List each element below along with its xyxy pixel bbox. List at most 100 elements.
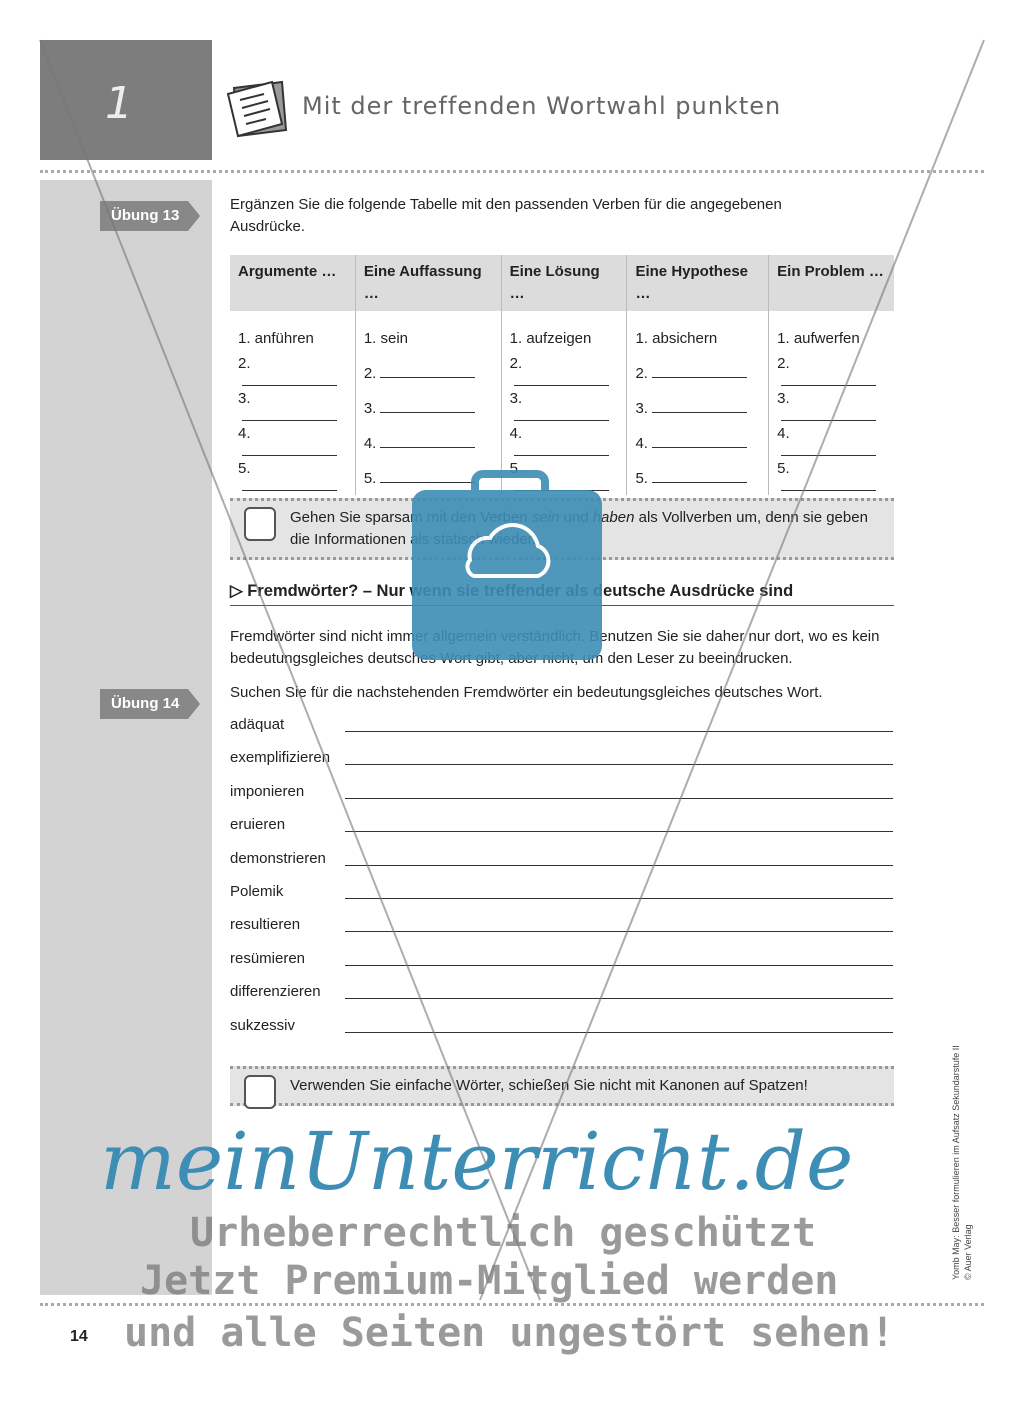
row-number: 2. [777,355,790,372]
page-title: Mit der treffenden Wortwahl punkten [302,92,782,120]
foreign-word: demonstrieren [230,849,326,867]
row-number: 4. [238,425,251,442]
answer-line[interactable] [242,372,337,386]
blank-cell[interactable]: 3. [769,390,894,425]
row-number: 2. [238,355,251,372]
page-number: 14 [70,1328,88,1345]
blank-cell[interactable]: 4. [230,425,356,460]
blank-cell[interactable]: 2. [230,355,356,390]
answer-line[interactable] [345,764,893,766]
answer-line[interactable] [781,442,877,456]
answer-line[interactable] [380,434,476,448]
table-cell: 1. absichern [626,311,770,355]
answer-line[interactable] [345,731,893,732]
thumbs-up-icon [244,1075,276,1109]
blank-cell[interactable]: 3. [501,390,628,425]
table-cell: 1. aufzeigen [501,311,628,355]
answer-line[interactable] [513,477,609,491]
document-icon [226,80,288,138]
row-number: 3. [238,390,251,407]
answer-line[interactable] [345,1031,893,1033]
row-number: 2. [509,355,523,372]
answer-line[interactable] [513,442,609,456]
answer-line[interactable] [242,477,337,491]
table-cell: 1. aufwerfen [777,329,860,347]
row-number: 5. [509,460,523,477]
watermark-brand: meinUnterricht.de [100,1115,854,1208]
table-cell: 1. sein [355,311,502,355]
answer-line[interactable] [345,797,893,799]
blank-cell[interactable]: 3. [230,390,356,425]
blank-cell[interactable]: 2. [501,355,628,390]
verb-table: Argumente … Eine Auffassung … Eine Lösun… [230,255,894,495]
foreign-word: exemplifizieren [230,749,331,767]
row-number: 3. [363,399,377,417]
row-number: 3. [635,399,648,417]
answer-line[interactable] [651,434,747,448]
column-header: Ein Problem … [768,255,894,311]
answer-line[interactable] [781,407,877,421]
row-number: 5. [363,469,377,487]
blank-cell[interactable]: 2. [355,355,502,390]
answer-line[interactable] [651,364,747,378]
blank-cell[interactable]: 4. [501,425,628,460]
row-number: 5. [777,460,790,477]
row-number: 3. [509,390,523,407]
blank-cell[interactable]: 4. [355,425,502,460]
answer-line[interactable] [345,864,893,866]
watermark-text: und alle Seiten ungestört sehen! [124,1310,895,1356]
answer-line[interactable] [242,407,337,421]
credit: Yomb May: Besser formulieren im Aufsatz … [951,1045,973,1280]
blank-cell[interactable]: 2. [626,355,770,390]
column-header: Eine Auffassung … [355,255,502,311]
row-number: 4. [509,425,523,442]
blank-cell[interactable]: 5. [501,460,628,495]
table-row: 2. 2. 2. 2. 2. [230,355,894,390]
blank-cell[interactable]: 4. [626,425,770,460]
row-number: 4. [363,434,377,452]
foreign-word: adäquat [230,716,285,733]
answer-line[interactable] [345,898,893,899]
blank-cell[interactable]: 3. [355,390,502,425]
thumbs-up-icon [244,507,276,541]
foreign-word: Polemik [230,883,284,900]
answer-line[interactable] [345,998,893,1000]
answer-line[interactable] [345,964,893,966]
foreign-word: resultieren [230,916,301,934]
answer-line[interactable] [242,442,337,456]
foreign-word: sukzessiv [230,1016,296,1034]
section-intro: Fremdwörter sind nicht immer allgemein v… [230,628,880,667]
blank-cell[interactable]: 5. [230,460,356,495]
blank-cell[interactable]: 4. [769,425,894,460]
answer-line[interactable] [781,372,877,386]
answer-line[interactable] [345,831,893,833]
table-row: 4. 4. 4. 4. 4. [230,425,894,460]
answer-line[interactable] [513,407,609,421]
answer-line[interactable] [380,364,476,378]
row-number: 2. [363,364,377,382]
table-row: 3. 3. 3. 3. 3. [230,390,894,425]
blank-cell[interactable]: 5. [626,460,770,495]
answer-line[interactable] [651,399,747,413]
row-number: 4. [777,425,790,442]
answer-line[interactable] [380,469,476,483]
column-header: Eine Lösung … [501,255,628,311]
blank-cell[interactable]: 5. [355,460,502,495]
blank-cell[interactable]: 2. [769,355,894,390]
foreign-word: imponieren [230,782,305,800]
answer-line[interactable] [781,477,877,491]
foreign-word: differenzieren [230,983,321,1001]
row-number: 5. [635,469,648,487]
blank-cell[interactable]: 5. [769,460,894,495]
answer-line[interactable] [651,469,747,483]
exercise-14-instruction: Suchen Sie für die nachstehenden Fremdwö… [230,684,823,701]
answer-line[interactable] [513,372,609,386]
section-heading: ▷ Fremdwörter? – Nur wenn sie treffender… [230,581,894,606]
answer-line[interactable] [380,399,476,413]
table-row: 5. 5. 5. 5. 5. [230,460,894,495]
watermark-text: Urheberrechtlich geschützt [190,1210,817,1256]
answer-line[interactable] [345,931,893,933]
chapter-number: 1 [105,78,133,129]
divider [40,1303,984,1306]
blank-cell[interactable]: 3. [626,390,770,425]
